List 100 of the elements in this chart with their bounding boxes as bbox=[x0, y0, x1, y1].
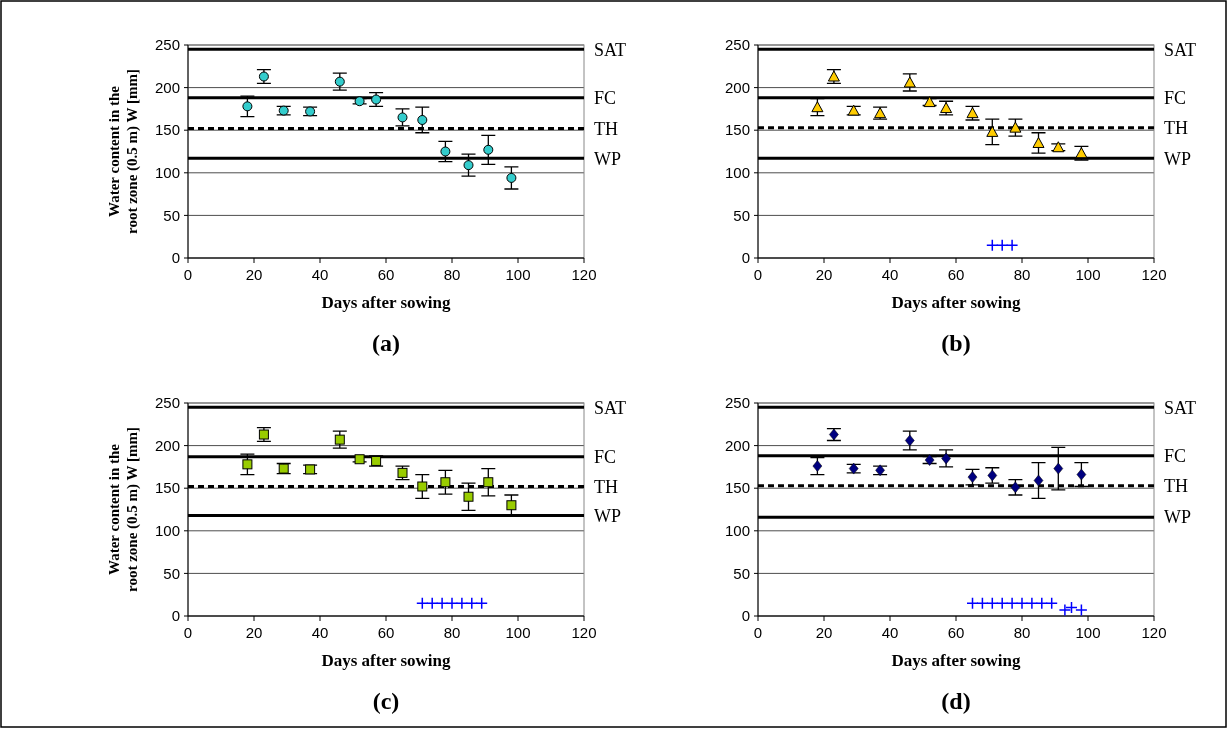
point bbox=[463, 491, 474, 502]
y-tick-label: 150 bbox=[724, 121, 750, 139]
y-tick-label: 150 bbox=[154, 479, 180, 497]
point bbox=[463, 160, 474, 171]
ref-line-label: WP bbox=[1164, 507, 1191, 528]
ref-line-label: WP bbox=[594, 148, 621, 169]
point bbox=[440, 146, 451, 157]
point bbox=[1065, 601, 1078, 614]
ref-line-label: TH bbox=[594, 118, 618, 139]
x-tick-label: 60 bbox=[377, 266, 395, 283]
y-tick-label: 0 bbox=[741, 607, 750, 625]
ref-line-label: FC bbox=[1164, 88, 1187, 109]
point bbox=[966, 596, 979, 610]
y-tick-label: 50 bbox=[163, 206, 180, 224]
ref-line-label: TH bbox=[1164, 475, 1188, 496]
x-tick-label: 20 bbox=[245, 266, 263, 283]
ref-line-label: SAT bbox=[1164, 39, 1197, 60]
ref-line-label: TH bbox=[1164, 117, 1188, 138]
x-axis-title: Days after sowing bbox=[321, 293, 452, 312]
x-tick-label: 20 bbox=[815, 266, 833, 283]
y-tick-label: 100 bbox=[724, 164, 750, 182]
point bbox=[440, 477, 451, 488]
y-axis-title: Water content in the root zone (0.5 m) W [mm] bbox=[106, 69, 141, 234]
x-tick-label: 80 bbox=[1013, 624, 1031, 641]
x-axis-title: Days after sowing bbox=[321, 651, 452, 670]
x-tick-label: 0 bbox=[183, 266, 193, 283]
point bbox=[1005, 238, 1019, 252]
point bbox=[416, 596, 429, 610]
x-tick-label: 80 bbox=[1013, 266, 1031, 283]
x-tick-label: 40 bbox=[311, 624, 329, 641]
point bbox=[465, 596, 479, 610]
point bbox=[455, 596, 469, 610]
x-tick-label: 120 bbox=[1141, 624, 1167, 641]
y-tick-label: 100 bbox=[724, 522, 750, 540]
y-tick-label: 250 bbox=[154, 36, 180, 54]
point bbox=[1015, 596, 1029, 610]
x-tick-label: 40 bbox=[881, 266, 899, 283]
y-tick-label: 50 bbox=[733, 206, 750, 224]
x-tick-label: 100 bbox=[505, 266, 531, 283]
ref-line-label: SAT bbox=[594, 39, 627, 60]
point bbox=[986, 596, 999, 610]
ref-line-label: TH bbox=[594, 476, 618, 497]
text: (d) bbox=[941, 688, 971, 714]
x-tick-label: 100 bbox=[1075, 624, 1101, 641]
x-tick-label: 80 bbox=[443, 266, 461, 283]
point bbox=[506, 500, 517, 511]
text: (c) bbox=[372, 688, 400, 714]
point bbox=[506, 172, 517, 183]
point bbox=[445, 596, 459, 610]
point bbox=[1058, 603, 1072, 617]
point bbox=[1025, 596, 1039, 610]
y-tick-label: 0 bbox=[741, 249, 750, 267]
x-tick-label: 120 bbox=[1141, 266, 1167, 283]
point bbox=[475, 596, 488, 610]
y-tick-label: 250 bbox=[724, 394, 750, 412]
point bbox=[417, 114, 428, 125]
x-tick-label: 60 bbox=[947, 624, 965, 641]
point bbox=[242, 459, 253, 470]
point bbox=[1075, 603, 1088, 617]
y-tick-label: 200 bbox=[154, 436, 180, 454]
x-tick-label: 60 bbox=[377, 624, 395, 641]
ref-line-label: FC bbox=[594, 446, 617, 467]
x-tick-label: 120 bbox=[571, 624, 597, 641]
point bbox=[435, 596, 449, 610]
x-axis-title: Days after sowing bbox=[891, 293, 1022, 312]
x-tick-label: 0 bbox=[753, 266, 763, 283]
x-tick-label: 0 bbox=[753, 624, 763, 641]
y-tick-label: 150 bbox=[724, 479, 750, 497]
x-tick-label: 20 bbox=[245, 624, 263, 641]
x-tick-label: 20 bbox=[815, 624, 833, 641]
y-tick-label: 50 bbox=[163, 564, 180, 582]
point bbox=[242, 101, 253, 112]
ref-line-label: WP bbox=[594, 505, 621, 526]
y-axis-title: Water content in the root zone (0.5 m) W [mm] bbox=[106, 427, 141, 592]
point bbox=[417, 481, 428, 492]
y-tick-label: 0 bbox=[171, 249, 180, 267]
ref-line-label: FC bbox=[594, 88, 617, 109]
point bbox=[986, 238, 999, 252]
x-tick-label: 120 bbox=[571, 266, 597, 283]
text: (b) bbox=[941, 330, 971, 356]
x-tick-label: 40 bbox=[881, 624, 899, 641]
y-tick-label: 100 bbox=[154, 522, 180, 540]
point bbox=[483, 477, 494, 488]
text: (a) bbox=[372, 330, 400, 356]
point bbox=[425, 596, 439, 610]
point bbox=[483, 144, 494, 155]
x-tick-label: 80 bbox=[443, 624, 461, 641]
ref-line-label: SAT bbox=[594, 397, 627, 418]
x-tick-label: 40 bbox=[311, 266, 329, 283]
ref-line-label: FC bbox=[1164, 446, 1187, 467]
y-tick-label: 50 bbox=[733, 564, 750, 582]
ref-line-label: WP bbox=[1164, 148, 1191, 169]
point bbox=[995, 596, 1009, 610]
point bbox=[1035, 596, 1049, 610]
y-tick-label: 150 bbox=[154, 121, 180, 139]
x-tick-label: 100 bbox=[505, 624, 531, 641]
x-axis-title: Days after sowing bbox=[891, 651, 1022, 670]
y-tick-label: 250 bbox=[154, 394, 180, 412]
point bbox=[976, 596, 989, 610]
ref-line-label: SAT bbox=[1164, 397, 1197, 418]
